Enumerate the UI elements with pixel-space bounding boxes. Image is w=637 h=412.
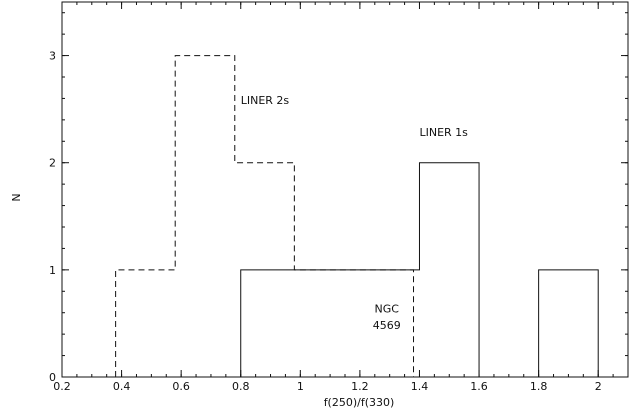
chart-annotation: LINER 2s <box>241 94 290 107</box>
y-tick-label: 3 <box>49 50 56 63</box>
x-tick-label: 2 <box>595 380 602 393</box>
x-tick-label: 1 <box>297 380 304 393</box>
x-tick-label: 1.2 <box>351 380 369 393</box>
labels-layer: 0.2 0.4 0.6 0.8 1 1.2 1.4 1.6 1.8 2 0 1 2 3 LINER 2s LI… <box>49 50 602 393</box>
plot-frame <box>61 1 629 378</box>
x-tick-label: 1.8 <box>530 380 548 393</box>
y-axis-label: N <box>10 193 23 201</box>
x-tick-label: 0.8 <box>232 380 250 393</box>
y-tick-label: 2 <box>49 157 56 170</box>
chart-annotation: 4569 <box>373 319 401 332</box>
chart-annotation: LINER 1s <box>419 126 468 139</box>
x-tick-label: 0.2 <box>53 380 71 393</box>
x-tick-label: 0.4 <box>113 380 131 393</box>
x-axis-label: f(250)/f(330) <box>324 396 395 409</box>
histogram-liner-1s <box>240 162 599 377</box>
y-tick-label: 0 <box>49 371 56 384</box>
chart-annotation: NGC <box>374 303 399 316</box>
series-layer <box>115 55 599 377</box>
x-tick-label: 1.4 <box>411 380 429 393</box>
ticks-layer <box>61 2 629 378</box>
x-tick-label: 1.6 <box>470 380 488 393</box>
y-tick-label: 1 <box>49 264 56 277</box>
x-tick-label: 0.6 <box>172 380 190 393</box>
